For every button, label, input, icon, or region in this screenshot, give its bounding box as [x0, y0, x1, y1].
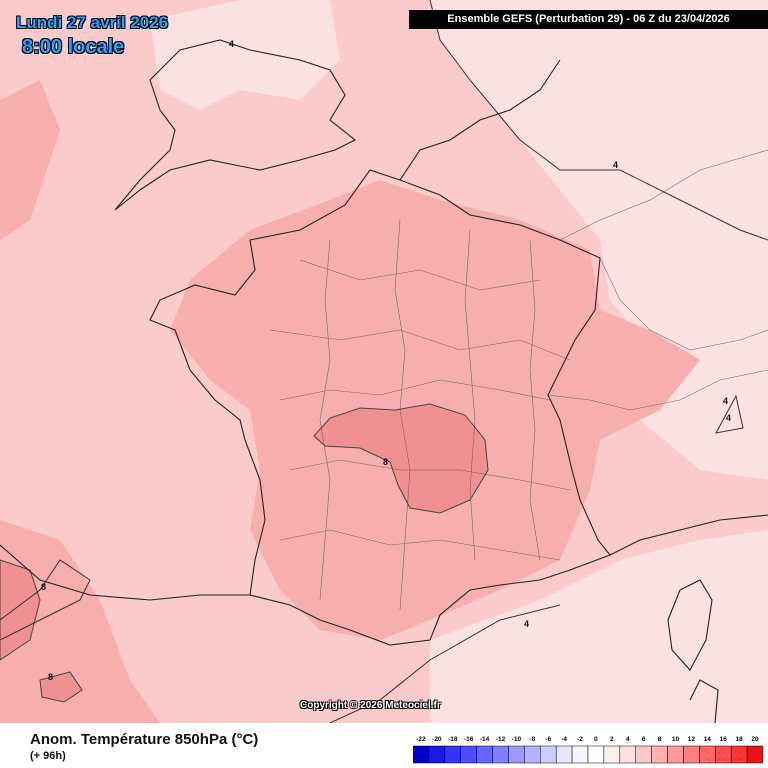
legend-swatch — [651, 745, 668, 764]
legend-label: 18 — [736, 736, 744, 743]
legend-swatch — [571, 745, 589, 764]
lead-time: (+ 96h) — [30, 750, 66, 762]
legend-swatch — [746, 745, 763, 764]
contour-label-8-small: 8 — [48, 672, 53, 682]
legend-swatch — [508, 745, 525, 764]
legend-label: 2 — [610, 736, 614, 743]
legend-label: -6 — [545, 736, 551, 743]
coastlines — [0, 39, 768, 723]
legend-swatch — [619, 745, 636, 764]
contour-label-4-south: 4 — [524, 619, 529, 629]
contour-label-8-central: 8 — [383, 457, 388, 467]
legend-label: 12 — [688, 736, 696, 743]
anomaly-zone-medium-atlantic — [0, 520, 160, 723]
contour-label-4-alps-b: 4 — [726, 413, 731, 423]
legend-swatch — [540, 745, 557, 764]
legend-swatch — [683, 745, 700, 764]
anomaly-zone-core-small — [39, 671, 83, 703]
legend-swatch — [699, 745, 716, 764]
color-scale-legend: -22 -20 -18 -16 -14 -12 -10 -8 -6 -4 -2 0 2 4 6 8 10 12 14… — [413, 736, 763, 764]
forecast-time: 8:00 locale — [22, 36, 125, 58]
copyright-text: Copyright © 2026 Meteociel.fr — [300, 700, 441, 711]
temperature-anomaly-map: 4 4 4 4 4 8 8 8 — [0, 0, 768, 723]
contour-label-4-east: 4 — [613, 160, 618, 170]
legend-label: -4 — [561, 736, 567, 743]
internal-borders — [269, 149, 768, 611]
legend-label: -10 — [512, 736, 522, 743]
legend-label: -12 — [496, 736, 506, 743]
legend-label: 16 — [720, 736, 728, 743]
legend-label: 6 — [642, 736, 646, 743]
legend-label: -22 — [416, 736, 426, 743]
model-run-label: Ensemble GEFS (Perturbation 29) - 06 Z d… — [409, 10, 768, 29]
contour-label-4-north: 4 — [229, 39, 234, 49]
anomaly-zone-light-uk — [150, 0, 340, 110]
anomaly-zone-light-southeast — [430, 530, 768, 723]
legend-label: 4 — [626, 736, 630, 743]
contour-label-4-alps-a: 4 — [723, 396, 728, 406]
legend-swatch — [603, 745, 621, 764]
legend-swatch — [667, 745, 684, 764]
legend-swatch — [460, 745, 477, 764]
anomaly-zone-medium-west — [0, 80, 60, 240]
legend-label: 10 — [672, 736, 680, 743]
legend-label: -20 — [432, 736, 442, 743]
parameter-title: Anom. Température 850hPa (°C) — [30, 731, 259, 748]
legend-swatch — [730, 745, 748, 764]
legend-swatch — [413, 745, 430, 764]
legend-label: -8 — [529, 736, 535, 743]
legend-swatch — [428, 745, 446, 764]
contour-label-8-iberia: 8 — [41, 582, 46, 592]
legend-label: 20 — [751, 736, 759, 743]
legend-label: -14 — [480, 736, 490, 743]
legend-label: -2 — [577, 736, 583, 743]
legend-label: 8 — [658, 736, 662, 743]
legend-swatch — [476, 745, 493, 764]
forecast-date: Lundi 27 avril 2026 — [16, 13, 169, 32]
legend-swatch — [524, 745, 541, 764]
legend-label: 14 — [704, 736, 712, 743]
isolines — [0, 0, 768, 723]
legend-swatch — [715, 745, 732, 764]
legend-swatch — [555, 745, 573, 764]
legend-swatch — [635, 745, 652, 764]
legend-swatch — [492, 745, 509, 764]
anomaly-zone-core-central-france — [313, 403, 489, 514]
legend-label: -16 — [464, 736, 474, 743]
legend-label: -18 — [448, 736, 458, 743]
legend-swatch — [587, 745, 605, 764]
legend-label: 0 — [594, 736, 598, 743]
legend-swatch — [444, 745, 461, 764]
